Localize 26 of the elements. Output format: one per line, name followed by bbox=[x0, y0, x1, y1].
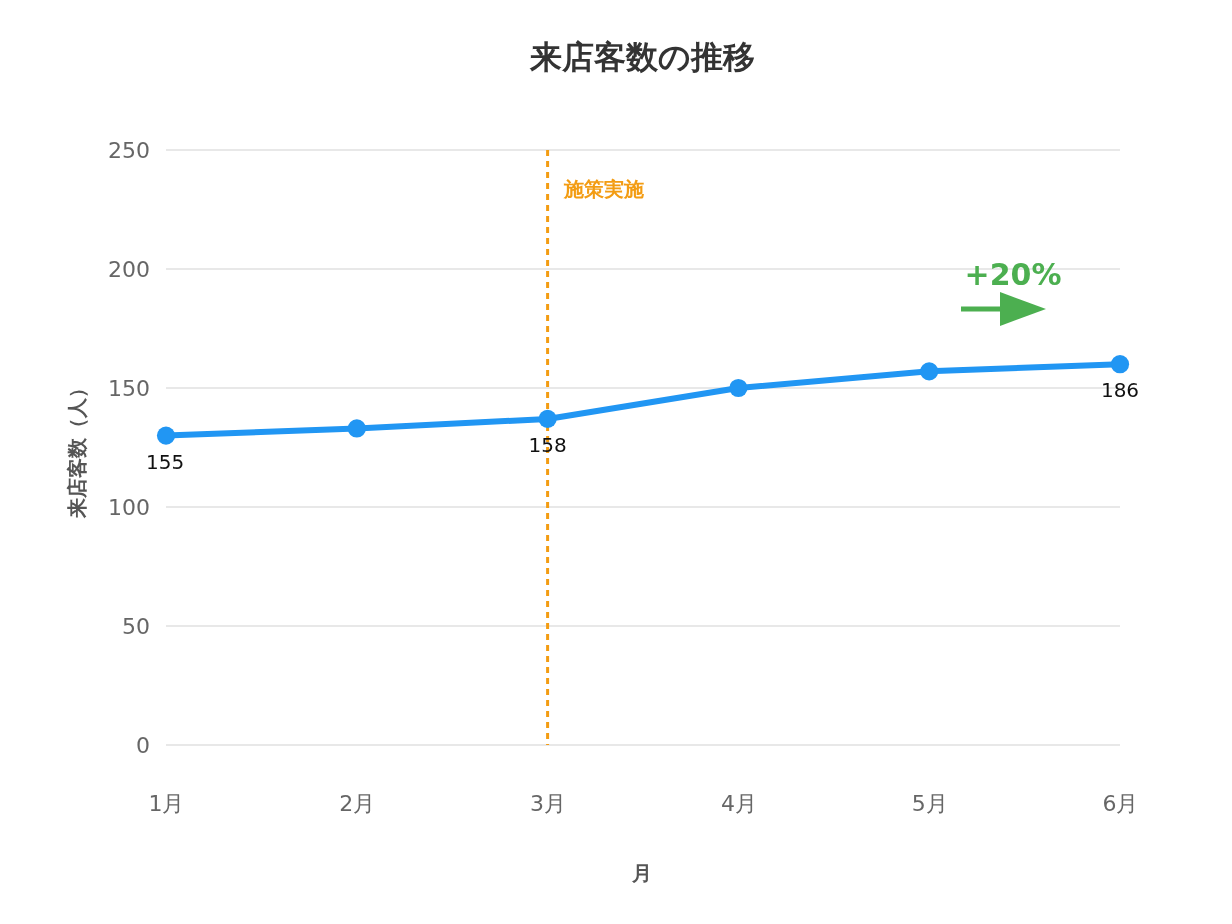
point bbox=[1110, 355, 1130, 374]
chart-title: 来店客数の推移 bbox=[528, 38, 755, 76]
x-axis-title: 月 bbox=[631, 861, 652, 885]
x-tick-label: 5月 bbox=[911, 790, 948, 816]
x-tick-label: 4月 bbox=[720, 790, 757, 816]
x-tick-label: 6月 bbox=[1102, 790, 1139, 816]
annotation: 186 bbox=[1100, 378, 1140, 403]
y-tick-label: 50 bbox=[122, 613, 150, 639]
x-tick-label: 1月 bbox=[148, 790, 185, 816]
y-axis-title: 来店客数（人） bbox=[65, 377, 89, 519]
annotation: 155 bbox=[146, 449, 185, 474]
point bbox=[538, 409, 557, 429]
point bbox=[729, 378, 748, 398]
x-tick-label: 3月 bbox=[530, 790, 567, 816]
point bbox=[347, 419, 366, 438]
x-tick-label: 2月 bbox=[339, 790, 376, 816]
annotation: 158 bbox=[528, 432, 567, 457]
y-tick-label: 150 bbox=[108, 375, 150, 401]
y-tick-label: 200 bbox=[108, 256, 150, 282]
y-tick-label: 0 bbox=[136, 732, 150, 758]
annotation: +20% bbox=[964, 257, 1062, 292]
y-tick-label: 250 bbox=[108, 137, 150, 163]
ref-line-label: 施策実施 bbox=[562, 177, 644, 201]
point bbox=[920, 362, 939, 381]
point bbox=[156, 426, 176, 445]
y-tick-label: 100 bbox=[108, 494, 150, 520]
